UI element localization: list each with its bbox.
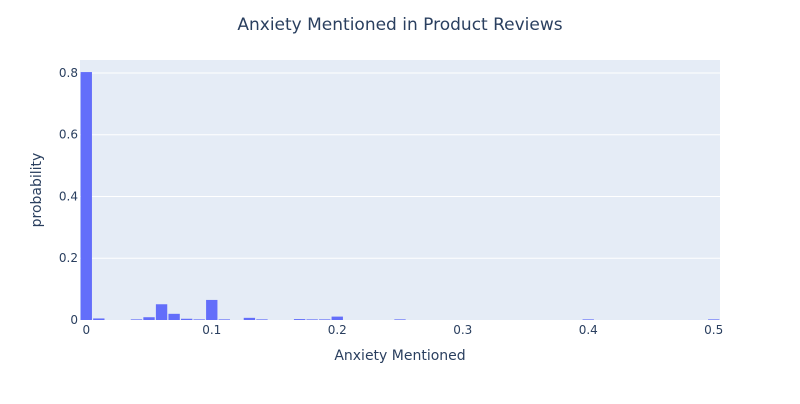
y-tick-label: 0.2 bbox=[59, 251, 78, 265]
x-axis-ticks: 0 0.1 0.2 0.3 0.4 0.5 bbox=[82, 323, 723, 337]
y-tick-label: 0.8 bbox=[59, 66, 78, 80]
x-tick-label: 0 bbox=[82, 323, 90, 337]
chart-title: Anxiety Mentioned in Product Reviews bbox=[237, 15, 562, 35]
x-tick-label: 0.3 bbox=[453, 323, 472, 337]
y-axis-title: probability bbox=[29, 153, 45, 228]
gridlines bbox=[80, 72, 720, 259]
plot-background bbox=[80, 60, 720, 320]
x-tick-label: 0.2 bbox=[328, 323, 347, 337]
histogram-bar bbox=[331, 316, 343, 320]
histogram-bar bbox=[143, 317, 155, 320]
histogram-bar bbox=[218, 319, 230, 320]
y-axis-ticks: 0 0.2 0.4 0.6 0.8 bbox=[59, 66, 78, 327]
histogram-bar bbox=[293, 319, 306, 320]
histogram-bar bbox=[80, 72, 92, 320]
x-tick-label: 0.4 bbox=[579, 323, 598, 337]
histogram-bar bbox=[582, 319, 594, 320]
histogram-bar bbox=[243, 317, 256, 320]
histogram-bar bbox=[155, 304, 168, 320]
histogram-bar bbox=[394, 319, 406, 320]
histogram-bar bbox=[193, 319, 205, 320]
histogram-bar bbox=[708, 319, 720, 320]
y-tick-label: 0.6 bbox=[59, 128, 78, 142]
histogram-bar bbox=[206, 299, 218, 320]
bars bbox=[80, 72, 720, 320]
x-axis-title: Anxiety Mentioned bbox=[334, 348, 465, 364]
y-tick-label: 0 bbox=[70, 313, 78, 327]
histogram-bar bbox=[130, 319, 143, 320]
histogram-bar bbox=[256, 319, 268, 320]
histogram-bar bbox=[168, 313, 180, 320]
x-tick-label: 0.5 bbox=[704, 323, 723, 337]
histogram-bar bbox=[93, 318, 105, 320]
histogram-bar bbox=[306, 319, 318, 320]
histogram-bar bbox=[319, 319, 331, 320]
x-tick-label: 0.1 bbox=[202, 323, 221, 337]
y-tick-label: 0.4 bbox=[59, 189, 78, 203]
histogram-bar bbox=[180, 318, 193, 320]
